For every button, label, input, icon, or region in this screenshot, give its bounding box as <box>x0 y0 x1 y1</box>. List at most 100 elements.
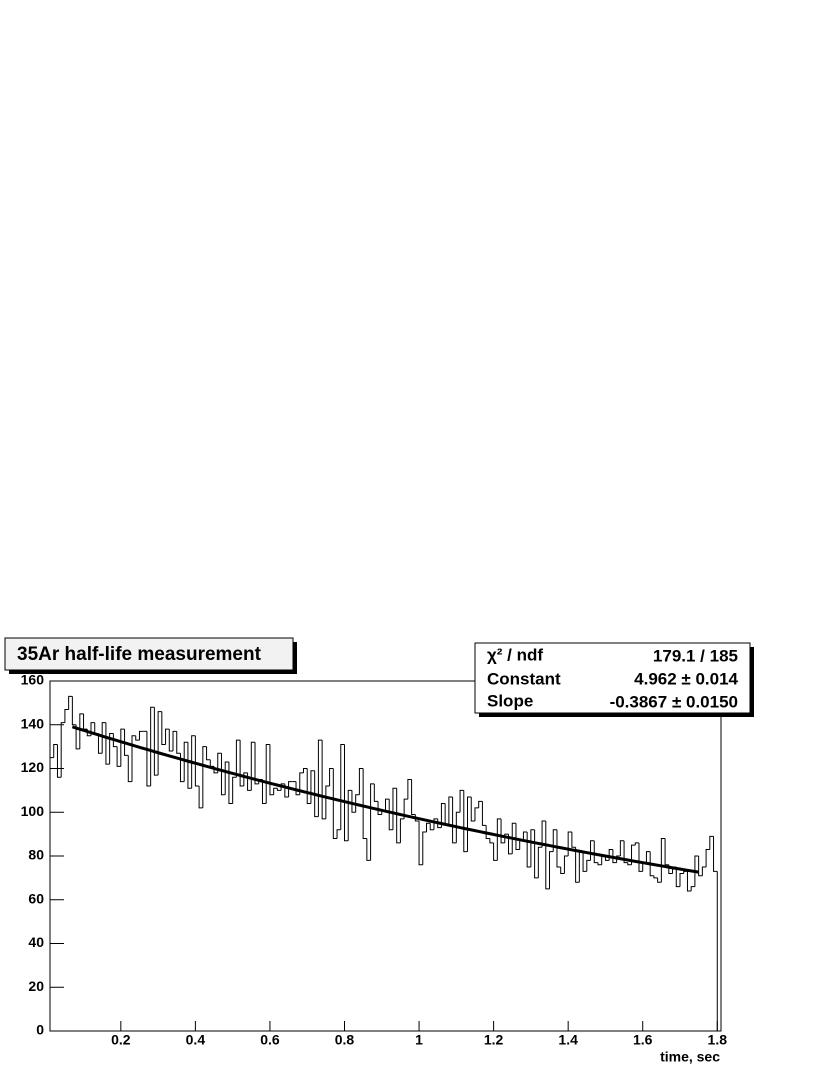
histogram-bin <box>478 800 483 808</box>
histogram-bin <box>60 722 65 778</box>
histogram-bin <box>347 789 352 841</box>
histogram-bin <box>53 743 58 758</box>
y-tick-label: 80 <box>28 847 44 863</box>
histogram-bin <box>664 838 669 866</box>
histogram-bin <box>649 851 654 877</box>
chart-title: 35Ar half-life measurement <box>17 644 262 665</box>
histogram-bin <box>165 728 170 745</box>
histogram-bin <box>690 886 695 891</box>
histogram-bin <box>239 740 244 787</box>
histogram-bin <box>366 838 371 861</box>
histogram-bin <box>496 818 502 861</box>
histogram-bin <box>157 711 162 776</box>
histogram-bin <box>619 840 625 856</box>
histogram-bin <box>109 733 114 765</box>
histogram-bin <box>168 729 174 752</box>
histogram-bin <box>590 840 595 861</box>
histogram-bin <box>578 851 584 883</box>
histogram-bin <box>68 695 73 710</box>
histogram-bin <box>220 753 226 796</box>
histogram-bin <box>83 713 88 730</box>
y-tick-label: 160 <box>21 672 45 688</box>
histogram-bin <box>79 713 84 749</box>
histogram-bin <box>235 739 241 778</box>
histogram-bin <box>101 722 106 754</box>
histogram-bin <box>552 829 557 852</box>
histogram-bin <box>448 796 453 826</box>
histogram-bin <box>97 733 103 754</box>
histogram-bin <box>593 840 598 864</box>
histogram-bin <box>679 873 684 887</box>
y-tick-label: 0 <box>36 1022 44 1038</box>
histogram-bin <box>276 788 282 791</box>
histogram-bin <box>489 838 494 844</box>
histogram-bin <box>582 851 587 872</box>
histogram-bin <box>694 855 699 887</box>
histogram-bin <box>261 779 267 804</box>
histogram-bin <box>638 842 643 872</box>
histogram-bin <box>616 855 621 863</box>
histogram-bin <box>716 871 721 1032</box>
stats-value: 4.962 ± 0.014 <box>634 669 738 688</box>
histogram-bin <box>385 798 390 811</box>
histogram-bin <box>534 829 539 879</box>
histogram-bin <box>124 729 129 756</box>
histogram-bin <box>150 706 155 786</box>
histogram-bin <box>64 708 69 723</box>
histogram-bin <box>280 783 285 791</box>
histogram-bin <box>597 862 602 866</box>
histogram-bin <box>474 807 479 821</box>
y-tick-label: 60 <box>28 890 44 906</box>
histogram-bin <box>198 786 203 809</box>
histogram-bin <box>411 779 416 815</box>
histogram-bin <box>71 696 77 726</box>
histogram-bin <box>135 735 140 741</box>
stats-value: 179.1 / 185 <box>653 646 738 665</box>
histogram-bin <box>634 842 639 846</box>
histogram-bin <box>388 799 393 831</box>
histogram-bin <box>675 866 680 888</box>
histogram-bin <box>295 781 300 796</box>
histogram-bin <box>355 794 360 813</box>
x-tick-label: 0.2 <box>111 1032 131 1048</box>
histogram-bin <box>183 741 188 782</box>
histogram-bin <box>504 833 509 843</box>
histogram-bin <box>131 735 136 782</box>
histogram-bin <box>206 746 211 761</box>
histogram-bin <box>571 831 576 848</box>
histogram-bin <box>396 788 401 844</box>
histogram-bin <box>217 752 222 773</box>
y-tick-label: 40 <box>28 934 44 950</box>
histogram-bin <box>645 851 651 863</box>
histogram-bin <box>314 770 319 818</box>
y-tick-label: 20 <box>28 978 44 994</box>
x-tick-label: 1.8 <box>708 1032 728 1048</box>
histogram-bin <box>526 831 531 868</box>
histogram-bin <box>172 730 177 751</box>
histogram-bin <box>399 818 405 843</box>
histogram-bin <box>392 787 397 830</box>
histogram-bin <box>202 746 207 808</box>
histogram-bin <box>422 831 427 865</box>
histogram-bin <box>243 772 248 786</box>
histogram-bin <box>288 781 293 797</box>
histogram-bin <box>537 846 543 878</box>
histogram-bin <box>343 744 349 842</box>
histogram-bin <box>444 803 449 826</box>
histogram-bin <box>228 761 233 804</box>
histogram-bin <box>493 842 498 861</box>
histogram-bin <box>247 772 252 791</box>
histogram-bin <box>373 783 379 802</box>
histogram-bin <box>340 743 345 830</box>
histogram-bin <box>254 742 259 785</box>
x-tick-label: 0.6 <box>260 1032 280 1048</box>
x-tick-label: 0.8 <box>335 1032 355 1048</box>
histogram-bin <box>138 730 144 741</box>
histogram-bin <box>358 768 364 795</box>
histogram-bin <box>269 744 274 796</box>
histogram-bin <box>407 778 412 800</box>
histogram-bin <box>541 820 546 848</box>
histogram-bin <box>623 840 628 864</box>
stats-value: -0.3867 ± 0.0150 <box>610 692 738 711</box>
histogram-bin <box>698 856 703 877</box>
